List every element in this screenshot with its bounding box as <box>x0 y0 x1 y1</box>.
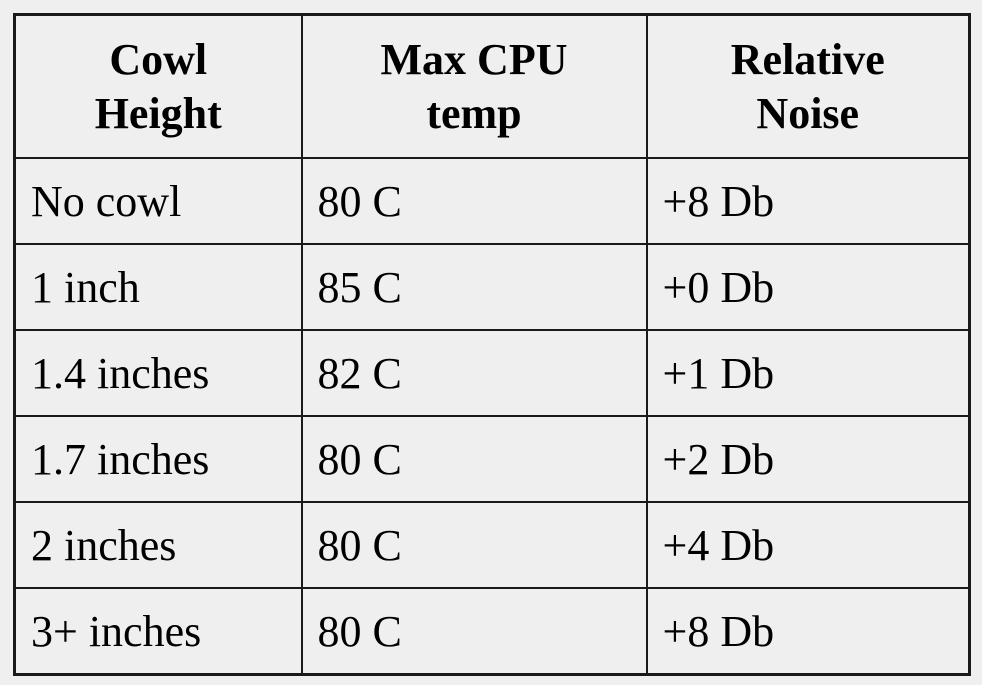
table-row: No cowl 80 C +8 Db <box>13 157 971 245</box>
header-text: Relative <box>730 34 885 84</box>
table-cell: +4 Db <box>645 501 971 589</box>
table-cell: 82 C <box>300 329 648 417</box>
table-cell: +0 Db <box>645 243 971 331</box>
header-cell: Max CPU temp <box>300 13 648 159</box>
table-row: 2 inches 80 C +4 Db <box>13 501 971 589</box>
table-cell: 80 C <box>300 157 648 245</box>
header-text: Cowl <box>109 34 208 84</box>
table-body: No cowl 80 C +8 Db 1 inch 85 C +0 Db 1.4 inche… <box>13 157 971 676</box>
table-cell: 1.7 inches <box>13 415 303 503</box>
table-row: 3+ inches 80 C +8 Db <box>13 587 971 676</box>
table-cell: +2 Db <box>645 415 971 503</box>
table-cell: 3+ inches <box>13 587 303 676</box>
table-cell: 80 C <box>300 587 648 676</box>
table-cell: 1.4 inches <box>13 329 303 417</box>
table-row: 1.7 inches 80 C +2 Db <box>13 415 971 503</box>
header-cell: Cowl Height <box>13 13 303 159</box>
header-cell: Relative Noise <box>645 13 971 159</box>
table-cell: +8 Db <box>645 587 971 676</box>
table-row: 1 inch 85 C +0 Db <box>13 243 971 331</box>
header-row: Cowl Height Max CPU temp Relative Noise <box>13 13 971 159</box>
table-cell: 2 inches <box>13 501 303 589</box>
table-cell: 80 C <box>300 415 648 503</box>
table-cell: +1 Db <box>645 329 971 417</box>
table-cell: 80 C <box>300 501 648 589</box>
header-text: Max CPU <box>380 34 568 84</box>
table-cell: 1 inch <box>13 243 303 331</box>
header-text: temp <box>426 88 522 138</box>
header-text: Height <box>94 88 222 138</box>
table-row: 1.4 inches 82 C +1 Db <box>13 329 971 417</box>
table-cell: No cowl <box>13 157 303 245</box>
data-table: Cowl Height Max CPU temp Relative Noise No co… <box>13 13 971 676</box>
header-text: Noise <box>756 88 860 138</box>
table-cell: 85 C <box>300 243 648 331</box>
table-cell: +8 Db <box>645 157 971 245</box>
